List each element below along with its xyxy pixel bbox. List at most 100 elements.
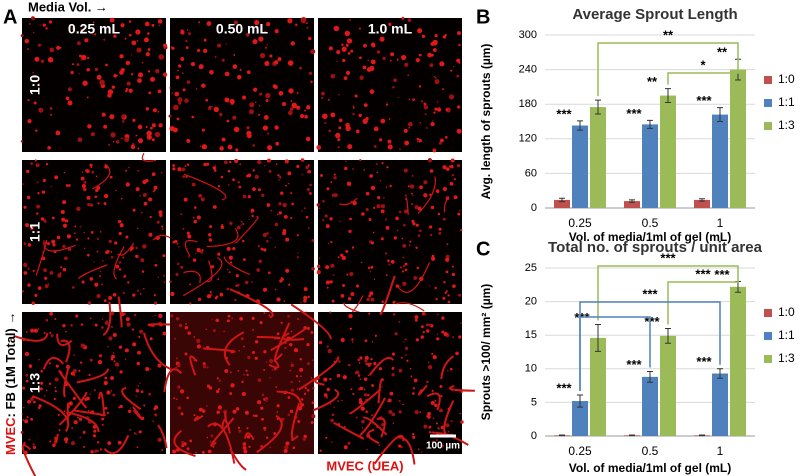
cell: [198, 193, 202, 198]
cell: [347, 51, 351, 55]
cell: [206, 162, 210, 166]
micrograph-bg: [170, 312, 314, 454]
cell: [180, 412, 184, 416]
cell: [264, 46, 268, 49]
cell: [109, 175, 113, 179]
cell: [24, 223, 30, 228]
cell: [138, 430, 142, 434]
cell: [398, 444, 402, 448]
cell: [347, 297, 352, 301]
cell: [210, 265, 215, 269]
cell: [289, 369, 292, 372]
cell: [265, 436, 269, 439]
cell: [338, 126, 342, 130]
cell: [227, 144, 233, 150]
cell: [389, 184, 392, 188]
cell: [143, 288, 145, 290]
cell: [430, 205, 435, 210]
cell: [161, 228, 164, 230]
cell: [220, 175, 224, 179]
cell: [229, 98, 235, 105]
cell: [441, 330, 445, 334]
cell: [206, 21, 212, 26]
cell: [123, 274, 127, 278]
cell: [132, 208, 136, 212]
cell: [450, 69, 453, 72]
cell: [143, 201, 148, 206]
cell: [118, 345, 123, 349]
cell: [186, 396, 189, 400]
cell: [170, 314, 174, 318]
cell: [155, 69, 160, 74]
cell: [80, 323, 84, 326]
cell: [246, 126, 250, 130]
cell: [99, 354, 102, 358]
cell: [410, 192, 413, 195]
cell: [316, 145, 322, 150]
micrograph: [21, 152, 193, 305]
bar: [572, 401, 588, 436]
cell: [442, 165, 447, 170]
cell: [343, 76, 348, 80]
cell: [252, 39, 258, 45]
cell: [364, 355, 369, 361]
cell: [456, 74, 460, 78]
cell: [366, 448, 368, 451]
cell: [96, 237, 99, 240]
cell: [275, 141, 280, 146]
cell: [254, 414, 258, 418]
cell: [153, 185, 158, 190]
sprout: [290, 403, 301, 440]
cell: [169, 87, 171, 89]
cell: [85, 169, 90, 173]
cell: [135, 388, 140, 393]
cell: [370, 265, 374, 269]
sprout: [234, 216, 259, 244]
cell: [278, 90, 284, 96]
cell: [128, 88, 133, 93]
cell: [135, 29, 141, 35]
cell: [60, 209, 65, 215]
cell: [238, 350, 240, 352]
significance-label: ***: [626, 357, 642, 372]
cell: [270, 209, 273, 212]
cell: [289, 342, 293, 347]
cell: [182, 228, 185, 230]
cell: [201, 83, 206, 88]
cell: [246, 130, 252, 136]
cell: [267, 132, 270, 135]
y-tick-label: 60: [525, 167, 537, 179]
cell: [254, 340, 259, 344]
cell: [37, 43, 42, 47]
cell: [81, 280, 85, 284]
cell: [246, 373, 249, 377]
cell: [203, 162, 207, 167]
cell: [414, 410, 419, 415]
row-label: 1:0: [27, 75, 43, 95]
cell: [21, 290, 24, 293]
cell: [274, 125, 279, 130]
cell: [186, 29, 189, 31]
cell: [447, 300, 451, 304]
cell: [360, 406, 365, 411]
cell: [186, 163, 190, 166]
cell: [310, 377, 313, 379]
cell: [231, 317, 234, 320]
cell: [224, 71, 230, 77]
cell: [101, 112, 106, 117]
cell: [35, 163, 40, 168]
cell: [263, 369, 266, 371]
cell: [68, 184, 71, 187]
cell: [212, 445, 215, 448]
cell: [310, 330, 314, 334]
cell: [329, 377, 332, 381]
x-tick-label: 0.5: [642, 216, 659, 230]
cell: [157, 89, 162, 94]
cell: [152, 190, 155, 193]
cell: [333, 173, 336, 176]
cell: [329, 311, 332, 314]
panel-label: C: [476, 238, 490, 260]
sprout: [13, 332, 49, 342]
sprout: [426, 392, 441, 411]
